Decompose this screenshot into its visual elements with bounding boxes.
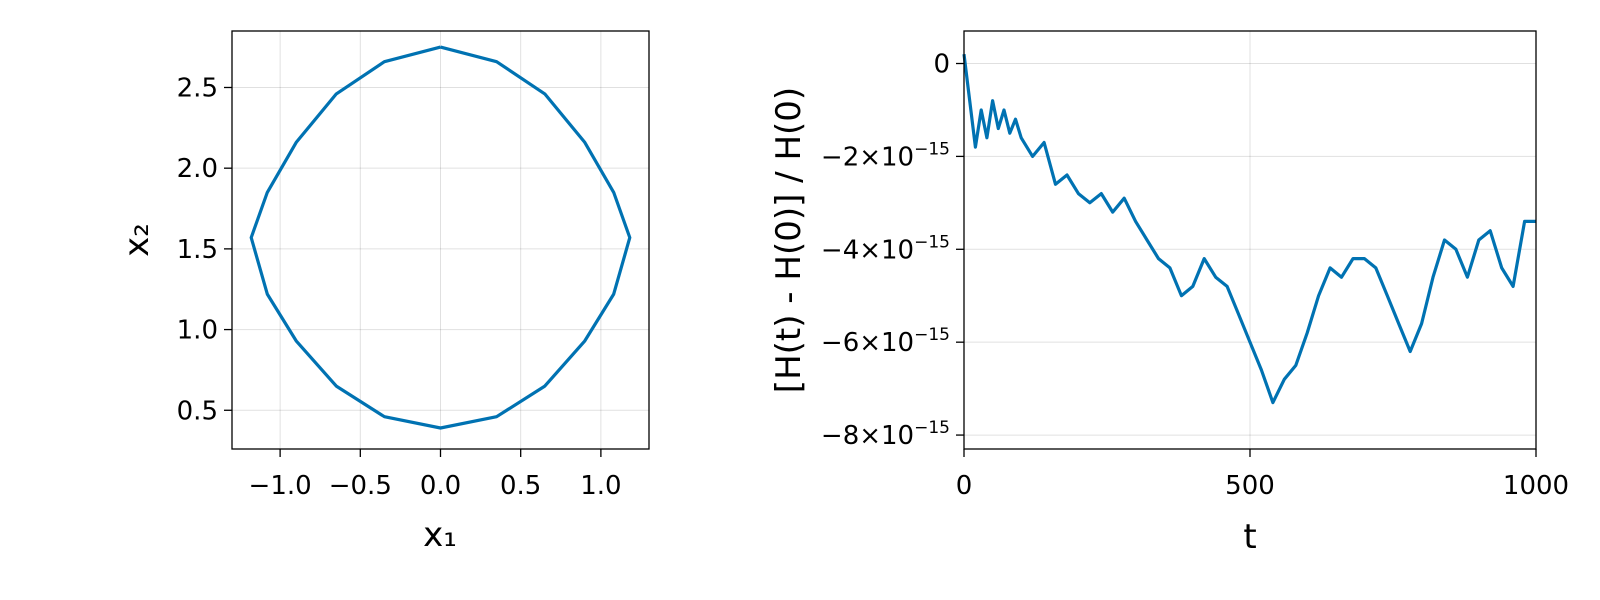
left-y-tick-label: 1.0 [177,316,218,346]
left-y-tick-label: 2.0 [177,154,218,184]
left-x-tick-label: −0.5 [329,471,392,501]
left-grid [232,31,649,449]
right-x-tick-label: 500 [1225,471,1275,501]
left-x-axis-label: x₁ [423,515,457,555]
left-y-tick-label: 1.5 [177,235,218,265]
right-panel: 0 500 1000 0 −2×10−15 −4×10−15 −6×10−15 −8×10−1… [769,30,1569,557]
right-series-line [962,54,1536,405]
right-y-axis-label: [H(t) - H(0)] / H(0) [769,87,809,393]
right-x-tick-label: 1000 [1503,471,1569,501]
right-series [962,54,1536,405]
right-y-tick-label: 0 [933,50,950,80]
left-panel: −1.0 −0.5 0.0 0.5 1.0 0.5 1.0 1.5 2.0 2.5 x₁ x₂ [117,30,650,555]
left-y-axis-label: x₂ [117,223,157,257]
left-series-line [249,45,632,430]
right-y-tick-label: −6×10−15 [821,325,950,358]
left-x-tick-label: 0.0 [420,471,461,501]
left-x-tick-label: 0.5 [500,471,541,501]
left-x-tick-label: −1.0 [249,471,312,501]
left-x-tick-label: 1.0 [580,471,621,501]
right-x-axis-label: t [1243,517,1256,557]
right-y-tick-label: −8×10−15 [821,418,950,451]
right-x-tick-label: 0 [956,471,973,501]
right-grid [963,31,1537,449]
right-y-tick-label: −4×10−15 [821,232,950,265]
left-y-tick-label: 0.5 [177,396,218,426]
left-y-tick-label: 2.5 [177,73,218,103]
right-y-tick-label: −2×10−15 [821,139,950,172]
left-series [249,45,632,430]
right-ticks: 0 500 1000 0 −2×10−15 −4×10−15 −6×10−15 −8×10−1… [821,50,1569,501]
left-ticks: −1.0 −0.5 0.0 0.5 1.0 0.5 1.0 1.5 2.0 2.5 [177,73,622,501]
